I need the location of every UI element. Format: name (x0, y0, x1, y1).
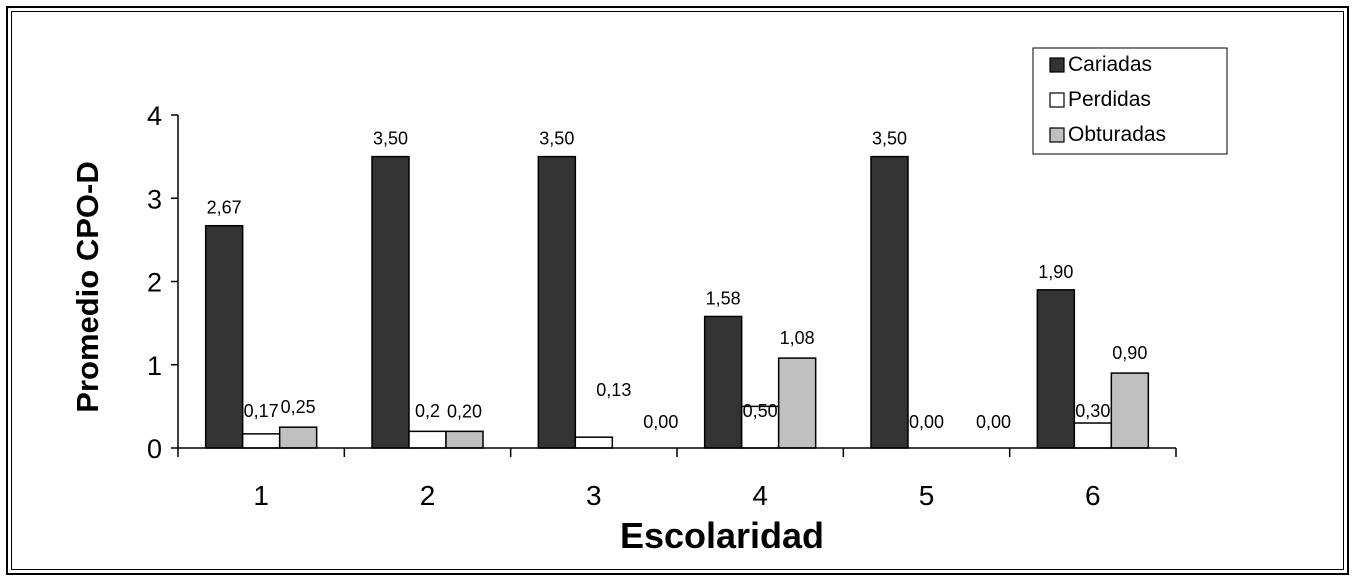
data-label: 3,50 (872, 129, 907, 149)
x-axis-title: Escolaridad (620, 515, 824, 556)
bar-obturadas-1 (278, 426, 318, 449)
data-label: 0,2 (415, 401, 440, 421)
bar-cariadas-6 (1036, 289, 1076, 449)
data-label: 3,50 (373, 129, 408, 149)
data-labels: 2,67 0,17 0,25 3,50 0,2 0,20 3,50 0,13 0,00 1,58 0… (207, 129, 1148, 432)
data-label: 0,30 (1075, 401, 1110, 421)
bar-obturadas-4 (777, 357, 817, 449)
bar-cariadas-4 (703, 315, 743, 449)
bar-cariadas-5 (870, 155, 909, 449)
legend-label-cariadas: Cariadas (1068, 53, 1152, 76)
data-label: 0,00 (909, 412, 944, 432)
legend-swatch-perdidas (1049, 92, 1065, 108)
data-label: 0,00 (643, 412, 678, 432)
data-label: 1,08 (780, 328, 815, 348)
data-label: 0,90 (1112, 343, 1147, 363)
bar-perdidas-1 (241, 433, 281, 449)
x-axis-ticks: 1 2 3 4 5 6 (177, 448, 1177, 511)
bars (204, 155, 1150, 449)
x-tick-label: 1 (253, 480, 269, 511)
x-tick-label: 3 (586, 480, 602, 511)
data-label: 0,13 (596, 380, 631, 400)
legend-label-obturadas: Obturadas (1068, 123, 1166, 146)
data-label: 0,00 (976, 412, 1011, 432)
y-tick-label: 3 (147, 184, 162, 214)
bar-perdidas-6 (1073, 422, 1113, 449)
bar-cariadas-3 (537, 155, 577, 449)
data-label: 3,50 (539, 129, 574, 149)
data-label: 0,17 (244, 401, 279, 421)
y-axis-title: Promedio CPO-D (70, 161, 105, 412)
data-label: 0,25 (281, 397, 316, 417)
bar-obturadas-6 (1110, 372, 1150, 449)
y-tick-label: 0 (147, 434, 162, 464)
bar-cariadas-2 (371, 155, 410, 449)
legend-label-perdidas: Perdidas (1068, 88, 1151, 111)
x-tick-label: 6 (1085, 480, 1101, 511)
y-axis-ticks: 0 1 2 3 4 (147, 101, 178, 464)
data-label: 0,20 (447, 401, 482, 421)
data-label: 1,58 (706, 288, 741, 308)
legend-box (1032, 47, 1228, 155)
bar-perdidas-2 (408, 430, 447, 449)
bar-cariadas-1 (204, 224, 244, 449)
bar-obturadas-2 (445, 430, 484, 449)
y-tick-label: 1 (147, 351, 162, 381)
chart-frame-inner (11, 11, 1344, 570)
legend: Cariadas Perdidas Obturadas (1032, 47, 1228, 155)
y-tick-label: 4 (147, 101, 162, 131)
data-label: 0,50 (743, 401, 778, 421)
x-tick-label: 5 (919, 480, 935, 511)
data-label: 2,67 (207, 198, 242, 218)
data-label: 1,90 (1038, 262, 1073, 282)
bar-perdidas-3 (574, 436, 614, 449)
x-tick-label: 2 (420, 480, 436, 511)
chart-frame (6, 6, 1349, 575)
legend-swatch-cariadas (1049, 57, 1065, 73)
y-tick-label: 2 (147, 268, 162, 298)
x-tick-label: 4 (752, 480, 768, 511)
legend-swatch-obturadas (1049, 127, 1065, 143)
